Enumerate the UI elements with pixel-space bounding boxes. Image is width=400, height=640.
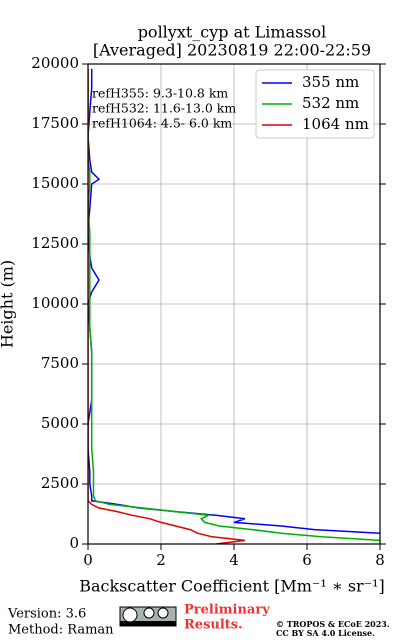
plot-lines (88, 68, 380, 544)
annotation: refH355: 9.3-10.8 km (92, 86, 228, 101)
license-badge (119, 606, 177, 627)
method: Method: Raman (8, 623, 114, 638)
x-tick-label: 6 (302, 551, 312, 569)
y-tick-label: 17500 (31, 114, 79, 132)
preliminary-note: Preliminary (184, 603, 270, 618)
version: Version: 3.6 (7, 607, 86, 622)
y-tick-label: 20000 (31, 54, 79, 72)
y-tick-label: 0 (69, 534, 79, 552)
legend-label: 1064 nm (302, 115, 369, 133)
profile-line (88, 68, 380, 542)
annotation: refH532: 11.6-13.0 km (92, 101, 236, 116)
y-tick-label: 15000 (31, 174, 79, 192)
chart-title: [Averaged] 20230819 22:00-22:59 (93, 41, 371, 60)
y-tick-label: 10000 (31, 294, 79, 312)
profile-line (88, 68, 245, 544)
preliminary-note: Results. (184, 618, 243, 633)
x-tick-label: 0 (83, 551, 93, 569)
x-tick-label: 2 (156, 551, 166, 569)
y-tick-label: 5000 (41, 414, 79, 432)
x-axis-label: Backscatter Coefficient [Mm⁻¹ ∗ sr⁻¹] (79, 577, 385, 596)
annotation: refH1064: 4.5- 6.0 km (92, 116, 232, 131)
legend-label: 532 nm (302, 94, 359, 112)
legend-box (255, 69, 375, 139)
copyright: © TROPOS & ECoE 2023. (276, 619, 390, 629)
y-tick-label: 2500 (41, 474, 79, 492)
x-tick-label: 4 (229, 551, 239, 569)
copyright: CC BY SA 4.0 License. (276, 628, 375, 638)
chart-title: pollyxt_cyp at Limassol (138, 23, 327, 42)
y-axis-label: Height (m) (0, 260, 17, 348)
x-tick-label: 8 (375, 551, 385, 569)
legend-label: 355 nm (302, 73, 359, 91)
plot-frame (87, 63, 381, 545)
y-tick-label: 12500 (31, 234, 79, 252)
y-tick-label: 7500 (41, 354, 79, 372)
